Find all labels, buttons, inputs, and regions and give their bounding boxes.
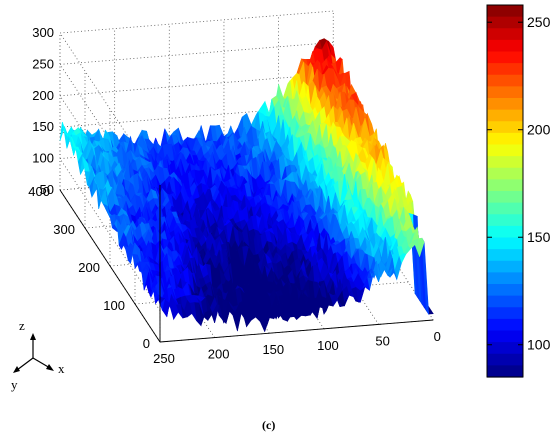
colorbar-tick-label: 150 (527, 229, 550, 245)
colorbar-segment (487, 307, 523, 320)
colorbar-segment (487, 330, 523, 343)
x-tick-label: 200 (208, 347, 230, 362)
colorbar-segment (487, 156, 523, 169)
colorbar-segment (487, 191, 523, 204)
colorbar-tick-label: 250 (527, 14, 550, 30)
colorbar-segment (487, 39, 523, 53)
colorbar-segment (487, 318, 523, 332)
colorbar-segment (487, 132, 523, 146)
triad-z-label: z (19, 318, 25, 333)
y-tick-label: 100 (103, 298, 125, 313)
z-tick-label: 150 (32, 119, 54, 134)
colorbar-segment (487, 353, 523, 366)
x-tick-label: 100 (317, 338, 339, 353)
colorbar-segment (487, 28, 523, 41)
z-tick-label: 50 (40, 182, 54, 197)
y-tick-label: 0 (143, 336, 150, 351)
colorbar-segment (487, 202, 523, 215)
surface-cell (157, 296, 165, 311)
colorbar-segment (487, 51, 523, 64)
x-tick-label: 0 (434, 329, 441, 344)
colorbar-segment (487, 295, 523, 308)
z-tick-label: 250 (32, 56, 54, 71)
colorbar-segment (487, 144, 523, 157)
colorbar-segment (487, 16, 523, 29)
colorbar-segment (487, 225, 523, 239)
colorbar (486, 4, 524, 378)
colorbar-segment (487, 272, 523, 285)
z-tick-label: 300 (32, 25, 54, 40)
colorbar-segment (487, 284, 523, 297)
colorbar-tick-label: 100 (527, 337, 550, 353)
y-tick-label: 400 (28, 184, 50, 199)
colorbar-segment (487, 260, 523, 273)
x-axis-ticks: 0 50 100 150 200 250 (153, 329, 441, 366)
x-tick-label: 150 (262, 342, 284, 357)
colorbar-ticks: 100 150 200 250 (487, 14, 550, 353)
colorbar-frame (486, 4, 524, 378)
y-tick-label: 300 (53, 222, 75, 237)
z-tick-label: 100 (32, 151, 54, 166)
triad-x-label: x (58, 361, 65, 376)
colorbar-segment (487, 98, 523, 111)
triad-y-label: y (11, 377, 18, 392)
colorbar-segment (487, 86, 523, 99)
colorbar-segment (487, 74, 523, 87)
figure-caption: (c) (262, 418, 275, 432)
x-tick-label: 250 (153, 351, 175, 366)
colorbar-segment (487, 121, 523, 134)
colorbar-segment (487, 63, 523, 76)
x-tick-label: 50 (375, 333, 389, 348)
colorbar-segment (487, 109, 523, 122)
y-axis-ticks: 0 100 200 300 400 (28, 184, 150, 351)
y-tick-label: 200 (78, 260, 100, 275)
colorbar-segment (487, 249, 523, 262)
z-axis-ticks: 50 100 150 200 250 300 (32, 25, 54, 197)
colorbar-segment (487, 179, 523, 192)
surface-plot (59, 38, 434, 332)
z-tick-label: 200 (32, 88, 54, 103)
colorbar-tick-label: 200 (527, 122, 550, 138)
orientation-triad: z x y (11, 318, 65, 392)
colorbar-segment (487, 365, 523, 378)
colorbar-segment (487, 342, 523, 355)
colorbar-segment (487, 167, 523, 180)
axis-box (59, 185, 434, 343)
colorbar-segment (487, 237, 523, 250)
colorbar-segment (487, 5, 523, 18)
colorbar-segment (487, 214, 523, 227)
